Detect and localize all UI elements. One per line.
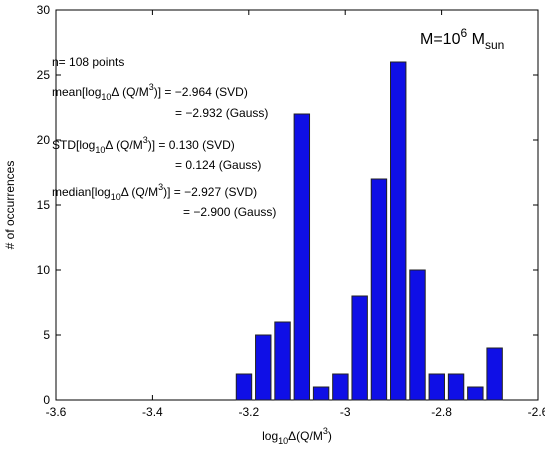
y-tick-label: 5	[43, 328, 50, 342]
annotation-part: 10	[111, 192, 121, 202]
annotation-part: 3	[143, 135, 148, 145]
annotation: mean[log10Δ (Q/M3)] = −2.964 (SVD)	[52, 82, 248, 102]
x-label-part: log	[262, 429, 278, 443]
bar	[235, 373, 253, 401]
title-part: 6	[460, 26, 467, 40]
annotation-part: STD[log	[52, 138, 95, 152]
bar	[409, 269, 426, 401]
annotation: = 0.124 (Gauss)	[175, 158, 261, 172]
y-tick-label: 10	[37, 263, 51, 277]
annotation-part: Δ (Q/M	[121, 185, 158, 199]
annotation: median[log10Δ (Q/M3)] = −2.927 (SVD)	[52, 182, 257, 202]
annotation-part: mean[log	[52, 85, 101, 99]
x-label-part: Δ(Q/M	[288, 429, 323, 443]
x-tick-label: -3.4	[142, 405, 163, 419]
y-tick-label: 30	[37, 3, 51, 17]
y-tick-label: 15	[37, 198, 51, 212]
bar	[312, 386, 330, 401]
y-tick-label: 0	[43, 393, 50, 407]
y-tick-label: 20	[37, 133, 51, 147]
bar	[293, 113, 311, 401]
x-tick-label: -3.2	[238, 405, 259, 419]
annotation-part: )] = −2.927 (SVD)	[163, 185, 257, 199]
x-tick-label: -3.6	[46, 405, 67, 419]
bar	[486, 347, 503, 401]
annotation-part: 10	[95, 145, 105, 155]
annotation-part: )] = −2.964 (SVD)	[154, 85, 248, 99]
title-part: M	[467, 31, 485, 48]
title-part: M=10	[420, 31, 461, 48]
bar	[428, 373, 445, 401]
x-tick-label: -3	[340, 405, 351, 419]
x-tick-label: -2.6	[528, 405, 545, 419]
chart-title: M=106 Msun	[420, 26, 504, 52]
y-tick-label: 25	[37, 68, 51, 82]
bar	[332, 373, 349, 401]
annotation: n= 108 points	[52, 55, 124, 69]
bar	[274, 321, 291, 401]
x-tick-label: -2.8	[431, 405, 452, 419]
annotation-part: Δ (Q/M	[111, 85, 148, 99]
annotation: STD[log10Δ (Q/M3)] = 0.130 (SVD)	[52, 135, 235, 155]
x-label-part: 10	[278, 436, 288, 446]
annotation-part: 3	[149, 82, 154, 92]
bar	[255, 334, 272, 401]
x-label-part: 3	[323, 426, 328, 436]
annotation: = −2.932 (Gauss)	[175, 106, 268, 120]
annotation-part: 3	[158, 182, 163, 192]
annotation: = −2.900 (Gauss)	[183, 205, 276, 219]
annotation-part: )] = 0.130 (SVD)	[148, 138, 235, 152]
x-axis-label: log10Δ(Q/M3)	[262, 426, 332, 446]
title-part: sun	[485, 38, 504, 52]
annotation-part: Δ (Q/M	[105, 138, 142, 152]
bar	[351, 295, 368, 401]
annotation-part: 10	[101, 92, 111, 102]
bar	[447, 373, 465, 401]
bar	[390, 61, 407, 401]
bar	[467, 386, 484, 401]
y-axis-label: # of occurrences	[3, 161, 17, 250]
x-label-part: )	[328, 429, 332, 443]
annotation-part: median[log	[52, 185, 111, 199]
bar	[370, 178, 388, 401]
